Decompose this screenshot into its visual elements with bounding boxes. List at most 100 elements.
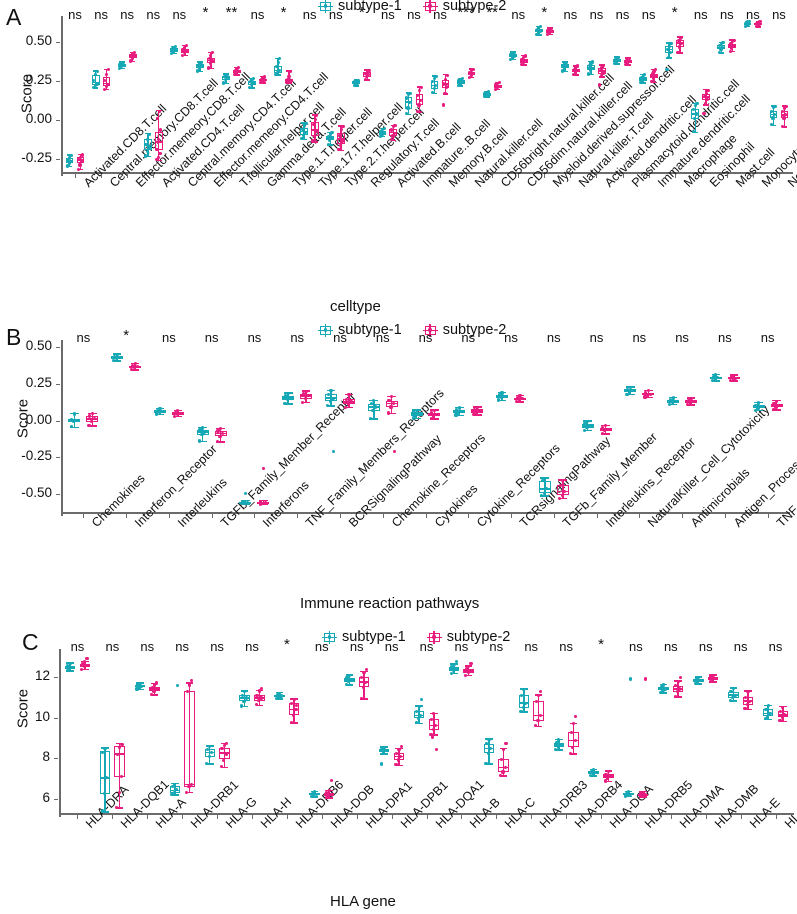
a-data-point-subtype-2	[572, 73, 576, 77]
a-data-point-subtype-2	[730, 46, 734, 50]
a-data-point-subtype-1	[615, 56, 619, 60]
c-whisker-subtype-2	[537, 695, 540, 727]
b-whisker-cap-subtype-1	[241, 499, 250, 502]
b-data-point-subtype-1	[243, 501, 247, 505]
a-data-point-subtype-2	[417, 103, 421, 107]
c-whisker-subtype-2	[572, 723, 575, 754]
legend-label-subtype-1: subtype-1	[338, 0, 402, 14]
c-data-point-subtype-1	[731, 686, 735, 691]
c-x-tick-mark	[601, 815, 603, 819]
c-whisker-cap-subtype-2	[325, 797, 333, 799]
a-data-point-subtype-2	[315, 113, 319, 117]
c-data-point-subtype-1	[66, 663, 70, 668]
a-data-point-subtype-1	[589, 61, 593, 65]
a-data-point-subtype-2	[495, 86, 499, 90]
c-whisker-cap-subtype-1	[275, 698, 284, 700]
a-data-point-subtype-1	[456, 84, 461, 88]
b-data-point-subtype-1	[374, 405, 378, 409]
a-data-point-subtype-1	[330, 131, 334, 135]
a-data-point-subtype-1	[328, 139, 332, 143]
a-x-tick-mark	[153, 174, 155, 178]
c-data-point-subtype-2	[430, 735, 434, 739]
b-median-line-subtype-2	[770, 404, 783, 407]
b-data-point-subtype-2	[686, 403, 690, 407]
a-whisker-cap-subtype-2	[208, 51, 214, 54]
a-x-tick-mark	[205, 174, 207, 178]
a-data-point-subtype-2	[780, 124, 784, 128]
c-whisker-cap-subtype-1	[171, 794, 179, 796]
a-data-point-subtype-2	[546, 32, 550, 36]
c-data-point-subtype-1	[277, 695, 281, 699]
b-whisker-cap-subtype-2	[601, 433, 610, 435]
c-data-point-subtype-2	[327, 789, 331, 793]
c-median-line-subtype-2	[603, 775, 614, 777]
a-data-point-subtype-2	[602, 63, 606, 68]
b-whisker-cap-subtype-2	[515, 401, 525, 403]
b-data-point-subtype-1	[117, 355, 121, 360]
a-data-point-subtype-2	[341, 124, 345, 128]
a-data-point-subtype-2	[156, 155, 160, 160]
a-y-tick-mark	[56, 41, 60, 43]
c-data-point-subtype-2	[746, 689, 750, 694]
a-data-point-subtype-1	[719, 47, 723, 52]
c-data-point-subtype-1	[347, 680, 351, 684]
c-data-point-subtype-1	[170, 784, 175, 788]
c-median-line-subtype-2	[114, 753, 125, 756]
c-whisker-cap-subtype-2	[430, 734, 438, 736]
a-data-point-subtype-1	[173, 48, 177, 52]
a-whisker-cap-subtype-2	[234, 74, 240, 76]
a-data-point-subtype-2	[706, 88, 710, 92]
a-x-tick-mark	[492, 174, 494, 178]
a-whisker-cap-subtype-1	[275, 74, 281, 76]
b-data-point-subtype-1	[457, 411, 461, 415]
a-data-point-subtype-2	[598, 83, 602, 87]
c-data-point-subtype-1	[663, 687, 667, 691]
c-whisker-cap-subtype-2	[185, 682, 194, 684]
a-data-point-subtype-1	[769, 123, 773, 127]
a-data-point-subtype-2	[313, 135, 317, 139]
b-significance-label: ns	[632, 330, 647, 345]
b-data-point-subtype-1	[411, 416, 415, 420]
a-data-point-subtype-1	[717, 51, 721, 55]
a-data-point-subtype-1	[95, 69, 99, 73]
c-x-tick-mark	[217, 815, 219, 819]
a-whisker-cap-subtype-1	[614, 63, 620, 65]
a-data-point-subtype-2	[679, 41, 684, 45]
b-data-point-subtype-1	[539, 493, 544, 498]
c-whisker-subtype-2	[118, 743, 121, 808]
b-data-point-subtype-2	[474, 410, 479, 415]
b-data-point-subtype-2	[772, 402, 776, 406]
c-data-point-subtype-1	[451, 669, 456, 673]
a-data-point-subtype-2	[546, 28, 550, 32]
a-data-point-subtype-2	[575, 64, 580, 68]
c-data-point-subtype-2	[780, 715, 784, 719]
a-y-tick-label: 0.50	[25, 32, 52, 48]
c-y-axis-line	[59, 649, 61, 817]
panel-c-plot: 12 10 8 6 ns HLA-DRA ns HLA-DQB1 ns HLA-A ns HLA-DR…	[35, 636, 797, 831]
a-data-point-subtype-1	[92, 79, 96, 83]
b-data-point-subtype-1	[714, 373, 718, 377]
a-data-point-subtype-2	[628, 56, 632, 60]
c-data-point-subtype-2	[84, 663, 89, 668]
a-x-tick-mark	[466, 174, 468, 178]
b-data-point-subtype-2	[774, 405, 778, 409]
a-data-point-subtype-1	[380, 127, 384, 131]
a-data-point-subtype-2	[367, 68, 371, 72]
a-x-tick-mark	[257, 174, 259, 178]
b-data-point-subtype-2	[434, 413, 439, 417]
b-data-point-subtype-1	[628, 385, 632, 389]
b-data-point-subtype-1	[668, 398, 673, 402]
a-data-point-subtype-2	[106, 82, 110, 87]
a-significance-label: *	[541, 4, 548, 21]
c-y-tick-mark	[54, 717, 58, 719]
c-data-point-subtype-2	[222, 743, 226, 747]
b-whisker-cap-subtype-2	[729, 380, 739, 382]
b-data-point-subtype-1	[197, 439, 201, 443]
b-whisker-cap-subtype-2	[216, 441, 225, 443]
b-data-point-subtype-1	[540, 479, 544, 483]
legend-label-subtype-2: subtype-2	[442, 0, 507, 14]
a-whisker-cap-subtype-1	[379, 135, 386, 138]
b-data-point-subtype-2	[686, 398, 691, 402]
c-significance-label: ns	[70, 639, 85, 654]
a-median-line-subtype-2	[337, 137, 346, 140]
